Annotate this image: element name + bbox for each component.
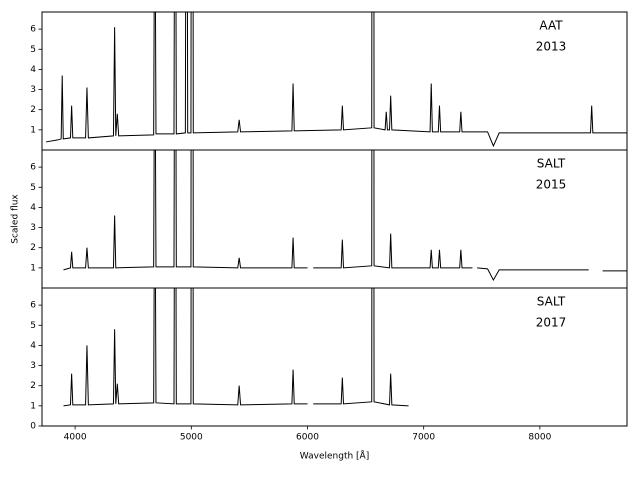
annotation: 2017: [536, 316, 567, 330]
annotation: SALT: [537, 295, 566, 309]
y-tick-label: 3: [30, 85, 36, 95]
x-tick-label: 8000: [528, 433, 551, 443]
axes-frame: [41, 11, 628, 151]
annotation: 2015: [536, 178, 567, 192]
y-tick-label: 1: [30, 263, 36, 273]
spectrum-line: [45, 12, 627, 148]
y-tick-label: 5: [30, 45, 36, 55]
y-tick-label: 2: [30, 243, 36, 253]
y-tick-label: 4: [30, 65, 36, 75]
annotation: SALT: [537, 157, 566, 171]
y-tick-label: 1: [30, 401, 36, 411]
spectrum-line: [63, 288, 409, 407]
axes-frame: [41, 287, 628, 427]
y-tick-label: 5: [30, 321, 36, 331]
x-tick-label: 6000: [296, 433, 319, 443]
x-tick-label: 7000: [412, 433, 435, 443]
y-tick-label: 4: [30, 341, 36, 351]
annotation: AAT: [539, 19, 563, 33]
y-tick-label: 3: [30, 223, 36, 233]
y-tick-label: 1: [30, 125, 36, 135]
y-tick-label: 6: [30, 25, 36, 35]
y-tick-label: 3: [30, 361, 36, 371]
y-axis-label: Scaled flux: [11, 194, 21, 244]
annotation: 2013: [536, 40, 567, 54]
y-tick-label: 0: [30, 422, 36, 432]
y-tick-label: 6: [30, 163, 36, 173]
x-tick-label: 4000: [64, 433, 87, 443]
spectrum-line: [63, 150, 627, 281]
y-tick-label: 2: [30, 105, 36, 115]
x-tick-label: 5000: [180, 433, 203, 443]
y-tick-label: 2: [30, 381, 36, 391]
y-tick-label: 4: [30, 203, 36, 213]
x-axis-label: Wavelength [Å]: [300, 450, 369, 462]
y-tick-label: 5: [30, 183, 36, 193]
y-tick-label: 6: [30, 301, 36, 311]
